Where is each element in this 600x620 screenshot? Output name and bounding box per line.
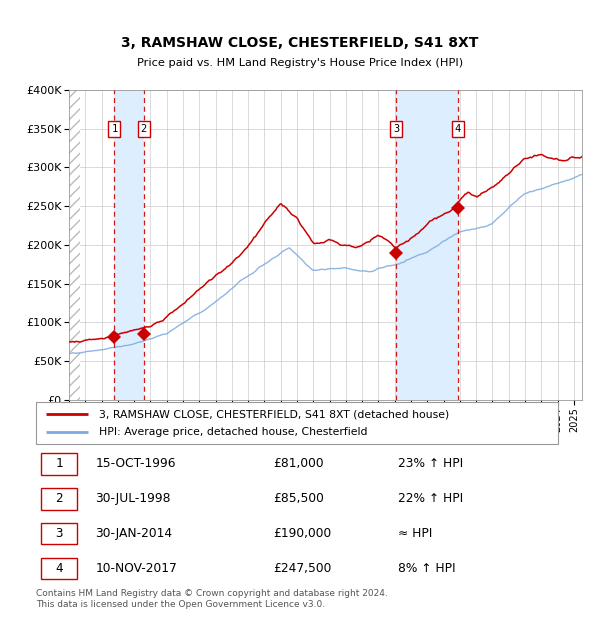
Text: 3: 3 <box>393 123 399 134</box>
Text: 3: 3 <box>55 527 63 540</box>
Text: £81,000: £81,000 <box>274 458 324 471</box>
Text: 3, RAMSHAW CLOSE, CHESTERFIELD, S41 8XT (detached house): 3, RAMSHAW CLOSE, CHESTERFIELD, S41 8XT … <box>98 409 449 419</box>
FancyBboxPatch shape <box>41 523 77 544</box>
FancyBboxPatch shape <box>41 488 77 510</box>
Text: £85,500: £85,500 <box>274 492 325 505</box>
Text: £247,500: £247,500 <box>274 562 332 575</box>
Text: 2: 2 <box>140 123 147 134</box>
FancyBboxPatch shape <box>41 557 77 579</box>
Text: 23% ↑ HPI: 23% ↑ HPI <box>398 458 463 471</box>
Bar <box>396 90 458 400</box>
Bar <box>115 90 143 400</box>
Text: 22% ↑ HPI: 22% ↑ HPI <box>398 492 463 505</box>
Text: Contains HM Land Registry data © Crown copyright and database right 2024.: Contains HM Land Registry data © Crown c… <box>36 589 388 598</box>
Text: 15-OCT-1996: 15-OCT-1996 <box>95 458 176 471</box>
Text: Price paid vs. HM Land Registry's House Price Index (HPI): Price paid vs. HM Land Registry's House … <box>137 58 463 68</box>
Text: 1: 1 <box>55 458 63 471</box>
Text: ≈ HPI: ≈ HPI <box>398 527 432 540</box>
Text: HPI: Average price, detached house, Chesterfield: HPI: Average price, detached house, Ches… <box>98 427 367 437</box>
FancyBboxPatch shape <box>41 453 77 475</box>
Text: 8% ↑ HPI: 8% ↑ HPI <box>398 562 455 575</box>
FancyBboxPatch shape <box>36 402 558 444</box>
Text: This data is licensed under the Open Government Licence v3.0.: This data is licensed under the Open Gov… <box>36 600 325 609</box>
Text: 30-JAN-2014: 30-JAN-2014 <box>95 527 173 540</box>
Text: 1: 1 <box>112 123 118 134</box>
Text: 3, RAMSHAW CLOSE, CHESTERFIELD, S41 8XT: 3, RAMSHAW CLOSE, CHESTERFIELD, S41 8XT <box>121 35 479 50</box>
Text: £190,000: £190,000 <box>274 527 332 540</box>
Text: 30-JUL-1998: 30-JUL-1998 <box>95 492 171 505</box>
Text: 4: 4 <box>454 123 461 134</box>
Text: 2: 2 <box>55 492 63 505</box>
Text: 10-NOV-2017: 10-NOV-2017 <box>95 562 177 575</box>
Text: 4: 4 <box>55 562 63 575</box>
